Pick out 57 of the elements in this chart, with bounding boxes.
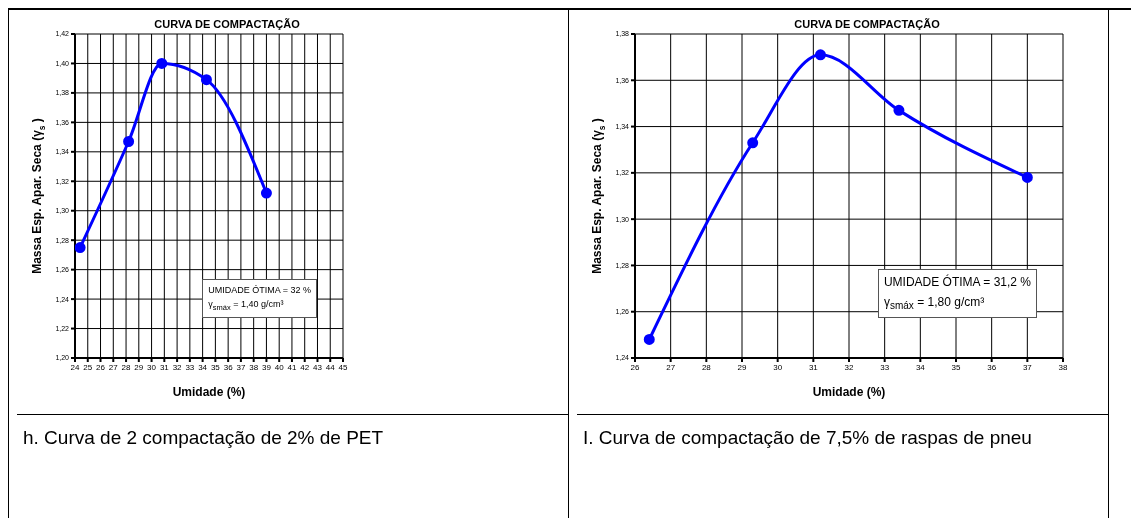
x-tick-label: 33 xyxy=(185,362,195,372)
x-tick-label: 38 xyxy=(249,362,259,372)
chart-title: CURVA DE COMPACTAÇÃO xyxy=(153,18,301,30)
x-tick-label: 43 xyxy=(313,362,323,372)
x-tick-label: 30 xyxy=(147,362,157,372)
point xyxy=(260,187,272,199)
x-tick-label: 37 xyxy=(1022,362,1033,372)
annotation: UMIDADE ÓTIMA = 31,2 % xyxy=(883,273,1031,292)
point xyxy=(893,104,905,116)
x-tick-label: 39 xyxy=(261,362,272,372)
x-tick-label: 26 xyxy=(96,362,106,372)
x-axis-title: Umidade (%) xyxy=(812,385,886,399)
x-tick-label: 29 xyxy=(737,362,747,372)
x-tick-label: 27 xyxy=(108,362,119,372)
x-tick-label: 34 xyxy=(198,362,208,372)
x-tick-label: 33 xyxy=(880,362,890,372)
x-tick-label: 45 xyxy=(338,362,348,372)
x-tick-label: 30 xyxy=(773,362,783,372)
x-tick-label: 32 xyxy=(844,362,854,372)
text: I. Curva de compactação de 7,5% de raspas de pneu xyxy=(577,414,1108,455)
point xyxy=(814,49,826,61)
x-tick-label: 35 xyxy=(951,362,961,372)
point xyxy=(156,57,168,69)
x-tick-label: 32 xyxy=(172,362,183,372)
point xyxy=(75,242,86,254)
x-tick-label: 35 xyxy=(210,362,221,372)
note-box: UMIDADE ÓTIMA = 32 % γ$_{smáx}$ = 1,40 g/cm³ xyxy=(202,278,317,318)
point xyxy=(200,74,212,86)
note-box: UMIDADE ÓTIMA = 31,2 % γ$_{smáx}$ = 1,80 g/cm³ xyxy=(877,269,1037,318)
x-tick-label: 25 xyxy=(83,362,93,372)
point xyxy=(1021,171,1033,183)
x-tick-label: 28 xyxy=(701,362,712,372)
x-tick-label: 28 xyxy=(121,362,132,372)
x-tick-label: 38 xyxy=(1058,362,1068,372)
x-tick-label: 36 xyxy=(223,362,234,372)
point xyxy=(643,333,655,345)
x-tick-label: 42 xyxy=(300,362,310,372)
x-tick-label: 34 xyxy=(915,362,926,372)
x-tick-label: 41 xyxy=(287,362,297,372)
text: h. Curva de 2 compactação de 2% de PET xyxy=(17,414,568,455)
x-tick-label: 37 xyxy=(236,362,246,372)
x-tick-label: 40 xyxy=(274,362,285,372)
annotation: γ$_{smáx}$ = 1,80 g/cm³ xyxy=(883,293,986,313)
x-tick-label: 36 xyxy=(987,362,997,372)
x-tick-label: 44 xyxy=(325,362,336,372)
x-tick-label: 29 xyxy=(134,362,144,372)
x-tick-label: 26 xyxy=(630,362,640,372)
x-tick-label: 31 xyxy=(159,362,170,372)
annotation: UMIDADE ÓTIMA = 32 % xyxy=(208,283,311,297)
chart-title: CURVA DE COMPACTAÇÃO xyxy=(793,18,941,30)
point xyxy=(123,136,135,148)
point xyxy=(747,137,759,149)
x-axis-title: Umidade (%) xyxy=(172,385,246,399)
x-tick-label: 27 xyxy=(666,362,676,372)
x-tick-label: 24 xyxy=(70,362,80,372)
x-tick-label: 31 xyxy=(808,362,819,372)
annotation: γ$_{smáx}$ = 1,40 g/cm³ xyxy=(208,298,285,314)
